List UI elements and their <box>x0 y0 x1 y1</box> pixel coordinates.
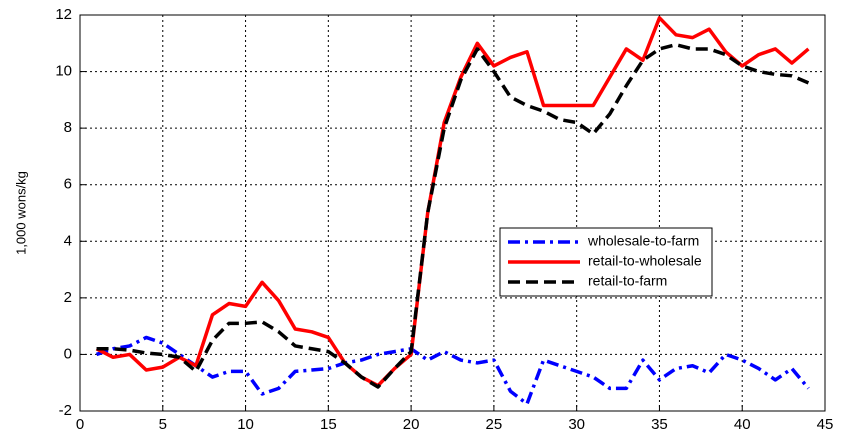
x-tick-label: 45 <box>817 416 834 433</box>
x-tick-label: 35 <box>651 416 668 433</box>
y-axis-label: 1,000 wons/kg <box>13 171 28 255</box>
legend: wholesale-to-farm retail-to-wholesale reta… <box>499 227 713 297</box>
y-tick-label: 4 <box>64 232 72 249</box>
y-tick-label: -2 <box>59 402 72 419</box>
y-tick-label: 2 <box>64 289 72 306</box>
x-tick-label: 5 <box>159 416 167 433</box>
x-tick-label: 30 <box>568 416 585 433</box>
x-tick-label: 10 <box>237 416 254 433</box>
x-tick-label: 0 <box>76 416 84 433</box>
legend-label: retail-to-wholesale <box>588 253 702 269</box>
line-series <box>96 42 810 389</box>
y-tick-label: 6 <box>64 176 72 193</box>
line-series <box>95 16 810 388</box>
x-tick-label: 40 <box>734 416 751 433</box>
x-tick-label: 20 <box>403 416 420 433</box>
y-tick-label: 0 <box>64 345 72 362</box>
y-tick-label: 8 <box>64 119 72 136</box>
plot-frame <box>79 14 826 412</box>
legend-label: retail-to-farm <box>588 273 667 289</box>
x-tick-label: 15 <box>320 416 337 433</box>
x-tick-label: 25 <box>486 416 503 433</box>
y-tick-label: 10 <box>55 63 72 80</box>
legend-label: wholesale-to-farm <box>587 233 699 249</box>
line-series <box>95 335 810 406</box>
y-tick-label: 12 <box>55 6 72 23</box>
